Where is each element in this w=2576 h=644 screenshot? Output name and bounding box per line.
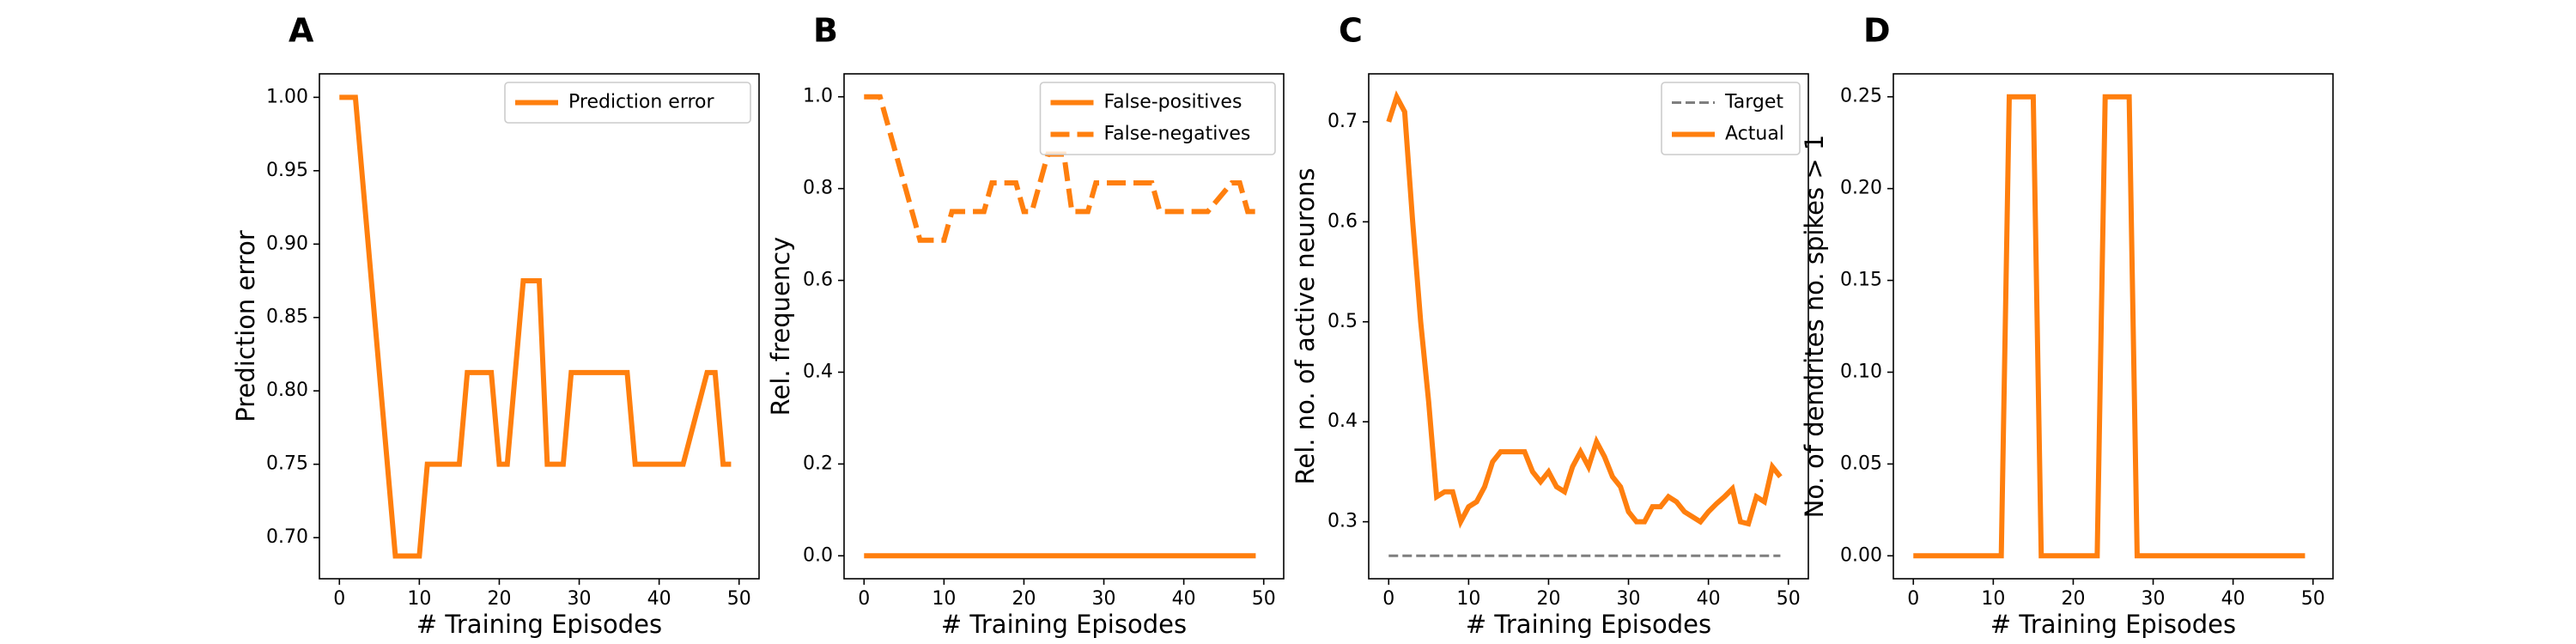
panel-letter-c: C xyxy=(1339,12,1363,50)
x-tick-label-a-50: 50 xyxy=(727,588,751,610)
y-tick-label-a-3: 0.85 xyxy=(266,307,308,328)
panel-letter-d: D xyxy=(1863,12,1891,50)
y-tick-label-a-6: 1.00 xyxy=(266,86,308,107)
x-tick-label-a-30: 30 xyxy=(568,588,592,610)
x-axis-label-a: # Training Episodes xyxy=(416,610,662,639)
y-tick-label-c-3: 0.6 xyxy=(1327,210,1358,232)
x-axis-label-d: # Training Episodes xyxy=(1990,610,2236,639)
axes-frame-d xyxy=(1893,73,2334,580)
panel-a: A 0 10 20 30 40 50 0.70 0.75 0.80 0.85 0.90 0.95 1.00… xyxy=(231,12,760,639)
axes-frame-a xyxy=(319,73,760,580)
panel-letter-a: A xyxy=(289,12,314,50)
x-tick-label-c-30: 30 xyxy=(1617,588,1641,610)
x-tick-label-d-20: 20 xyxy=(2061,588,2085,610)
x-tick-label-a-10: 10 xyxy=(407,588,431,610)
panel-c: C 0 10 20 30 40 50 0.3 0.4 0.5 0.6 0.7 # Training Ep… xyxy=(1291,12,1809,639)
y-tick-label-c-4: 0.7 xyxy=(1327,111,1358,132)
y-tick-label-d-1: 0.05 xyxy=(1840,453,1882,474)
legend-a: Prediction error xyxy=(504,82,751,124)
series-line-d-1 xyxy=(1913,94,2306,559)
y-tick-label-b-3: 0.6 xyxy=(803,270,833,291)
y-tick-label-c-1: 0.4 xyxy=(1327,410,1358,432)
x-tick-label-b-10: 10 xyxy=(932,588,956,610)
legend-label-c-2: Actual xyxy=(1725,124,1784,145)
y-tick-label-b-0: 0.0 xyxy=(803,544,833,566)
y-axis-label-a: Prediction error xyxy=(231,230,260,422)
x-tick-label-d-40: 40 xyxy=(2221,588,2245,610)
x-axis-label-c: # Training Episodes xyxy=(1466,610,1711,639)
x-tick-label-a-0: 0 xyxy=(333,588,345,610)
x-tick-label-c-10: 10 xyxy=(1456,588,1480,610)
panel-b: B 0 10 20 30 40 50 0.0 0.2 0.4 0.6 0.8 1.0 # Training… xyxy=(766,12,1285,639)
legend-box-b xyxy=(1039,82,1276,155)
x-tick-label-d-50: 50 xyxy=(2301,588,2325,610)
y-tick-label-d-2: 0.10 xyxy=(1840,361,1882,382)
x-tick-label-c-20: 20 xyxy=(1536,588,1560,610)
y-tick-label-a-1: 0.75 xyxy=(266,453,308,475)
panel-d: D 0 10 20 30 40 50 0.00 0.05 0.10 0.15 0.20 0.25 # Tr… xyxy=(1800,12,2334,639)
panel-letter-b: B xyxy=(813,12,838,50)
x-tick-label-c-50: 50 xyxy=(1777,588,1801,610)
series-line-c-2 xyxy=(1386,90,1783,529)
x-tick-label-a-20: 20 xyxy=(487,588,511,610)
x-tick-label-d-10: 10 xyxy=(1981,588,2005,610)
y-tick-label-d-5: 0.25 xyxy=(1840,86,1882,107)
x-tick-label-d-0: 0 xyxy=(1907,588,1919,610)
y-tick-label-a-5: 0.95 xyxy=(266,160,308,181)
x-tick-label-c-0: 0 xyxy=(1382,588,1394,610)
y-tick-label-c-2: 0.5 xyxy=(1327,311,1358,332)
y-tick-label-d-4: 0.20 xyxy=(1840,178,1882,199)
x-axis-label-b: # Training Episodes xyxy=(941,610,1187,639)
legend-box-a xyxy=(504,82,751,124)
y-axis-label-d: No. of dendrites no. spikes > 1 xyxy=(1800,135,1829,519)
legend-label-a-1: Prediction error xyxy=(568,92,714,113)
y-tick-label-a-0: 0.70 xyxy=(266,526,308,548)
y-tick-label-b-5: 1.0 xyxy=(803,86,833,107)
series-line-a-1 xyxy=(339,94,732,559)
x-tick-label-d-30: 30 xyxy=(2142,588,2166,610)
legend-b: False-positives False-negatives xyxy=(1039,82,1276,155)
y-tick-label-b-4: 0.8 xyxy=(803,178,833,199)
x-tick-label-a-40: 40 xyxy=(647,588,671,610)
legend-label-c-1: Target xyxy=(1724,92,1783,113)
x-tick-label-b-20: 20 xyxy=(1012,588,1036,610)
legend-c: Target Actual xyxy=(1661,82,1801,155)
x-tick-label-c-40: 40 xyxy=(1697,588,1721,610)
y-axis-label-b: Rel. frequency xyxy=(766,237,795,416)
legend-label-b-2: False-negatives xyxy=(1104,124,1251,145)
y-tick-label-a-2: 0.80 xyxy=(266,380,308,401)
y-tick-label-c-0: 0.3 xyxy=(1327,511,1358,532)
x-tick-label-b-30: 30 xyxy=(1092,588,1116,610)
y-tick-label-d-3: 0.15 xyxy=(1840,270,1882,291)
y-axis-label-c: Rel. no. of active neurons xyxy=(1291,168,1320,485)
legend-label-b-1: False-positives xyxy=(1104,92,1242,113)
x-tick-label-b-40: 40 xyxy=(1172,588,1196,610)
y-tick-label-b-1: 0.2 xyxy=(803,453,833,474)
y-tick-label-a-4: 0.90 xyxy=(266,233,308,254)
x-tick-label-b-0: 0 xyxy=(858,588,870,610)
axes-frame-c xyxy=(1368,73,1809,580)
axes-frame-b xyxy=(843,73,1285,580)
x-tick-label-b-50: 50 xyxy=(1252,588,1276,610)
y-tick-label-b-2: 0.4 xyxy=(803,361,833,382)
y-tick-label-d-0: 0.00 xyxy=(1840,544,1882,566)
